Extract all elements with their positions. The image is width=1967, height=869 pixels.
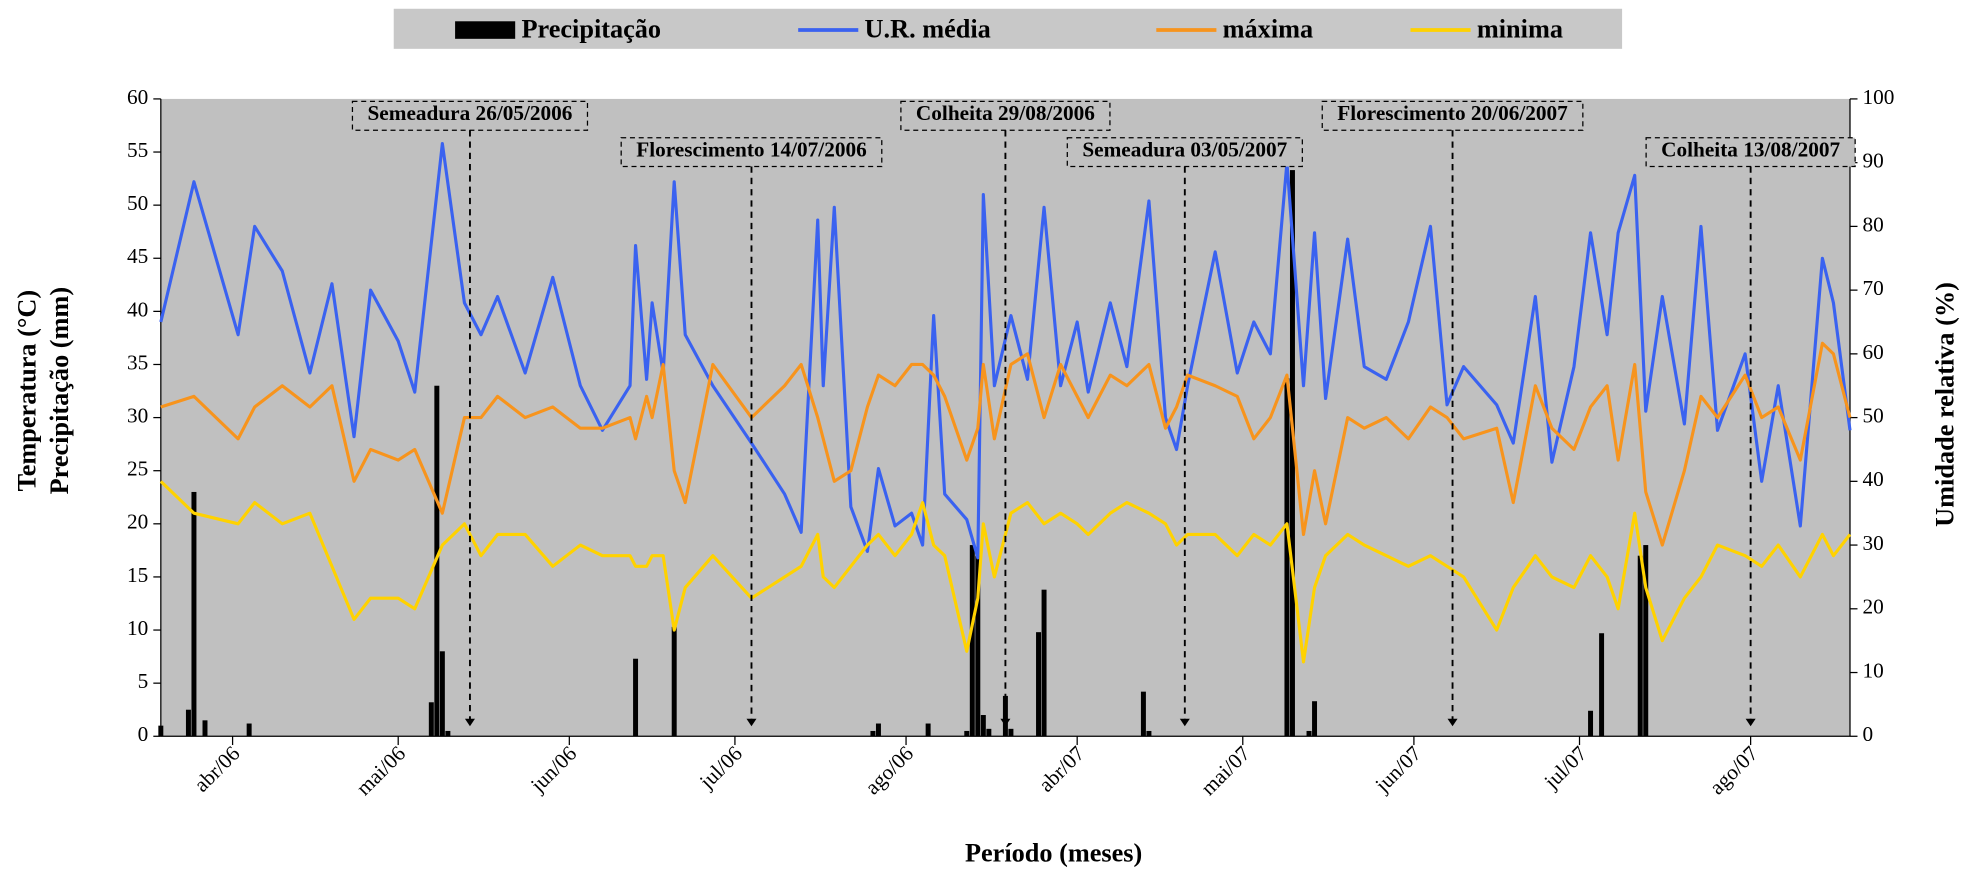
arrow-head xyxy=(1447,718,1458,727)
precipitation-bar xyxy=(1599,633,1605,737)
series-line xyxy=(160,341,1852,547)
y-tick-label: 10 xyxy=(127,616,148,640)
arrow-head xyxy=(1000,718,1011,727)
x-tick-label: mai/06 xyxy=(351,741,410,800)
precipitation-bar xyxy=(185,709,191,737)
annotation-text: Colheita 29/08/2006 xyxy=(916,101,1095,125)
legend-label: U.R. média xyxy=(865,14,991,43)
y-tick-label: 15 xyxy=(127,563,148,587)
annotation-box xyxy=(1645,137,1856,168)
y2-tick-label: 30 xyxy=(1863,531,1884,555)
precipitation-bar xyxy=(202,720,208,737)
x-tick-label: mai/07 xyxy=(1196,741,1255,800)
series-line xyxy=(159,141,1852,560)
precipitation-bar xyxy=(445,730,451,737)
arrow-head xyxy=(464,718,475,727)
precipitation-bar xyxy=(969,545,975,737)
y-tick-label: 25 xyxy=(127,457,148,481)
arrow-head xyxy=(1179,718,1190,727)
annotation-text: Florescimento 14/07/2006 xyxy=(636,137,867,161)
precipitation-bar xyxy=(986,728,992,737)
y2-tick-label: 100 xyxy=(1863,85,1895,109)
precipitation-bar xyxy=(980,715,986,737)
precipitation-bar xyxy=(875,723,881,737)
annotation-box xyxy=(620,137,883,168)
y2-tick-label: 10 xyxy=(1863,658,1884,682)
precipitation-bar xyxy=(1284,378,1290,737)
y2-tick-label: 60 xyxy=(1863,340,1884,364)
precipitation-bar xyxy=(1140,691,1146,737)
y-tick-label: 5 xyxy=(138,669,149,693)
series-line xyxy=(159,480,1852,664)
y-tick-label: 60 xyxy=(127,85,148,109)
precipitation-bar xyxy=(870,730,876,737)
y2-tick-label: 20 xyxy=(1863,595,1884,619)
precipitation-bar xyxy=(1637,555,1643,737)
y-tick-label: 45 xyxy=(127,244,148,268)
legend-label: Precipitação xyxy=(521,14,661,43)
annotation-text: Florescimento 20/06/2007 xyxy=(1337,101,1568,125)
precipitation-bar xyxy=(246,723,252,737)
y2-tick-label: 0 xyxy=(1863,722,1874,746)
y-tick-label: 55 xyxy=(127,138,148,162)
x-tick-label: abr/06 xyxy=(189,741,244,796)
precipitation-bar xyxy=(1306,730,1312,737)
y-tick-label: 40 xyxy=(127,297,148,321)
y2-tick-label: 70 xyxy=(1863,276,1884,300)
y-tick-label: 30 xyxy=(127,403,148,427)
annotation-text: Semeadura 03/05/2007 xyxy=(1082,137,1287,161)
precipitation-bar xyxy=(633,658,639,737)
annotation-box xyxy=(1066,137,1303,168)
precipitation-bar xyxy=(439,651,445,737)
annotation-box xyxy=(351,100,589,131)
x-tick-label: abr/07 xyxy=(1034,741,1090,797)
x-tick-label: jun/06 xyxy=(525,741,581,797)
annotation-text: Colheita 13/08/2007 xyxy=(1661,137,1840,161)
precipitation-bar xyxy=(1036,632,1042,737)
precipitation-bar xyxy=(1643,545,1649,737)
precipitation-bar xyxy=(975,555,981,737)
x-axis-label: Período (meses) xyxy=(965,838,1142,867)
precipitation-bar xyxy=(191,491,197,737)
y2-tick-label: 80 xyxy=(1863,212,1884,236)
precipitation-bar xyxy=(1008,728,1014,737)
y-tick-label: 35 xyxy=(127,350,148,374)
x-tick-label: jul/07 xyxy=(1539,741,1592,794)
precipitation-bar xyxy=(1588,710,1594,737)
y2-tick-label: 90 xyxy=(1863,149,1884,173)
annotation-text: Semeadura 26/05/2006 xyxy=(367,101,572,125)
arrow-head xyxy=(1745,718,1756,727)
y2-axis-label: Umidade relativa (%) xyxy=(1931,282,1960,527)
annotation-box xyxy=(900,100,1111,131)
y-tick-label: 50 xyxy=(127,191,148,215)
x-tick-label: ago/07 xyxy=(1705,741,1763,799)
precipitation-bar xyxy=(1041,589,1047,737)
x-tick-label: ago/06 xyxy=(860,741,918,799)
y2-tick-label: 40 xyxy=(1863,467,1884,491)
precipitation-bar xyxy=(428,702,434,737)
precipitation-bar xyxy=(1146,730,1152,737)
x-tick-label: jul/06 xyxy=(694,741,747,794)
precipitation-bar xyxy=(158,725,164,737)
y2-tick-label: 50 xyxy=(1863,403,1884,427)
precipitation-bar xyxy=(671,626,677,737)
y-tick-label: 20 xyxy=(127,510,148,534)
y-tick-label: 0 xyxy=(138,722,149,746)
legend-label: máxima xyxy=(1223,14,1314,43)
precipitation-bar xyxy=(1312,701,1318,737)
annotation-box xyxy=(1321,100,1584,131)
x-tick-label: jun/07 xyxy=(1370,741,1426,797)
legend-swatch xyxy=(455,21,516,39)
precipitation-bar xyxy=(964,730,970,737)
precipitation-bar xyxy=(925,723,931,737)
precipitation-bar xyxy=(1289,170,1295,737)
arrow-head xyxy=(746,718,757,727)
legend-label: minima xyxy=(1477,14,1563,43)
y-axis-label: Precipitação (mm) xyxy=(45,287,74,494)
y-axis-label: Temperatura (°C) xyxy=(12,290,41,492)
precipitation-bar xyxy=(1002,695,1008,737)
